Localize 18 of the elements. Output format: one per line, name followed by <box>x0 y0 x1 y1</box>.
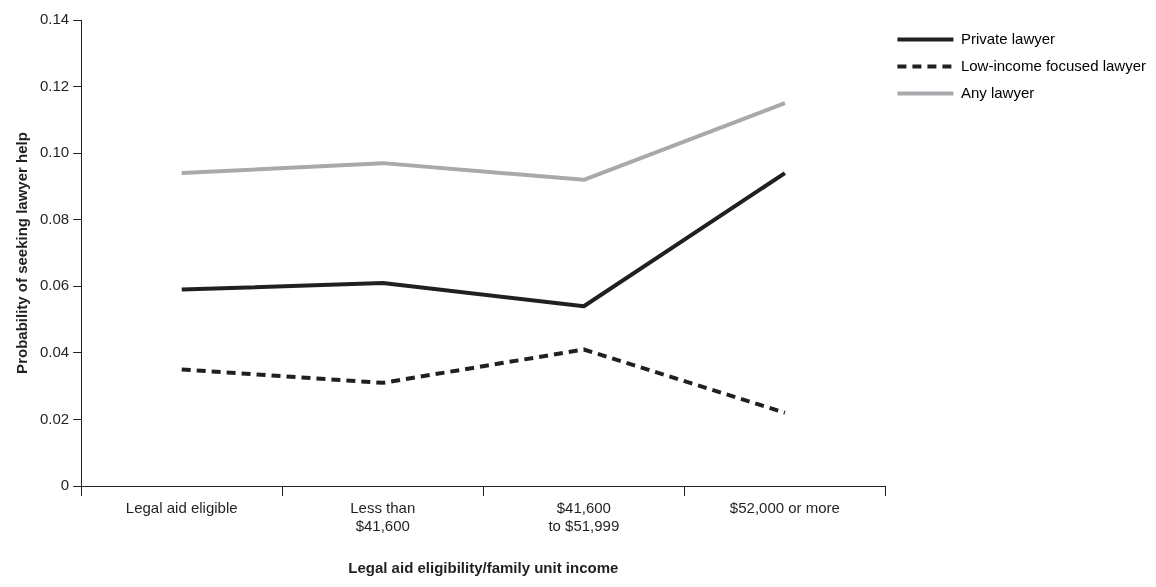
x-tick-label: Legal aid eligible <box>125 499 238 517</box>
x-axis-title: Legal aid eligibility/family unit income <box>348 559 619 577</box>
y-tick-label: 0 <box>60 476 70 494</box>
legend-label: Low-income focused lawyer <box>960 56 1147 74</box>
y-tick-label: 0.10 <box>39 143 70 161</box>
y-tick-label: 0.02 <box>39 409 70 427</box>
y-tick-label: 0.04 <box>39 343 70 360</box>
y-tick-label: 0.12 <box>39 76 70 94</box>
legend-label: Private lawyer <box>960 29 1056 47</box>
y-tick-label: 0.14 <box>39 10 70 28</box>
x-tick-label: $52,000 or more <box>729 499 840 517</box>
y-tick-label: 0.08 <box>39 209 70 227</box>
x-tick-label: Less than $41,600 <box>350 499 416 535</box>
x-tick-label: $41,600 to $51,999 <box>548 499 620 535</box>
y-tick-label: 0.06 <box>39 276 70 294</box>
y-axis-title: Probability of seeking lawyer help <box>13 132 31 374</box>
line-series <box>179 347 787 415</box>
legend-label: Any lawyer <box>960 83 1035 101</box>
